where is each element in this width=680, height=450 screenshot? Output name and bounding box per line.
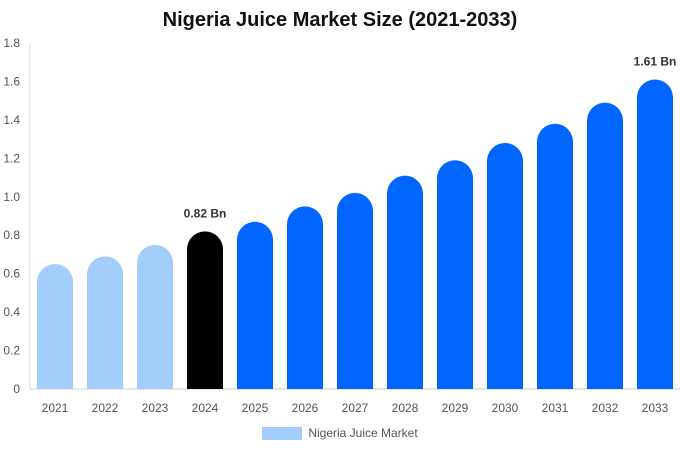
bar-2025[interactable] [237,221,273,389]
bar-2027[interactable] [337,192,373,389]
x-tick-label: 2025 [242,401,269,415]
bar-2033[interactable] [637,79,673,390]
y-tick-label: 0 [13,382,20,396]
bar-2022[interactable] [87,256,123,389]
x-tick-label: 2024 [192,401,219,415]
x-tick-label: 2028 [392,401,419,415]
y-axis-ticks: 0 0.2 0.4 0.6 0.8 1.0 1.2 1.4 1.6 1.8 [3,36,20,396]
legend-label: Nigeria Juice Market [308,426,418,440]
x-tick-label: 2030 [492,401,519,415]
y-tick-label: 1.6 [3,74,20,88]
bar-2021[interactable] [37,264,73,389]
y-tick-label: 1.2 [3,151,20,165]
y-tick-label: 1.4 [3,113,20,127]
x-tick-label: 2027 [342,401,369,415]
x-tick-label: 2022 [92,401,119,415]
bar-2031[interactable] [537,123,573,389]
y-tick-label: 0.2 [3,344,20,358]
bars [37,79,673,390]
bar-2030[interactable] [487,142,523,389]
bar-2029[interactable] [437,160,473,389]
x-tick-label: 2026 [292,401,319,415]
y-tick-label: 1.0 [3,190,20,204]
x-tick-label: 2029 [442,401,469,415]
y-tick-label: 1.8 [3,36,20,50]
bar-2032[interactable] [587,102,623,389]
data-label-2024: 0.82 Bn [184,206,227,220]
x-tick-label: 2021 [42,401,69,415]
x-tick-label: 2033 [642,401,669,415]
chart-title: Nigeria Juice Market Size (2021-2033) [162,9,518,31]
y-tick-label: 0.8 [3,228,20,242]
y-tick-label: 0.6 [3,267,20,281]
data-labels: 0.82 Bn 1.61 Bn [184,55,677,221]
data-label-2033: 1.61 Bn [634,55,677,69]
legend[interactable]: Nigeria Juice Market [0,426,680,440]
x-tick-label: 2032 [592,401,619,415]
bar-2026[interactable] [287,206,323,389]
bar-2024[interactable] [187,231,223,389]
x-axis-ticks: 2021 2022 2023 2024 2025 2026 2027 2028 2029 2030… [42,401,669,415]
x-tick-label: 2031 [542,401,569,415]
bar-2028[interactable] [387,175,423,389]
y-tick-label: 0.4 [3,305,20,319]
x-tick-label: 2023 [142,401,169,415]
legend-swatch [262,426,303,440]
bar-2023[interactable] [137,244,173,389]
